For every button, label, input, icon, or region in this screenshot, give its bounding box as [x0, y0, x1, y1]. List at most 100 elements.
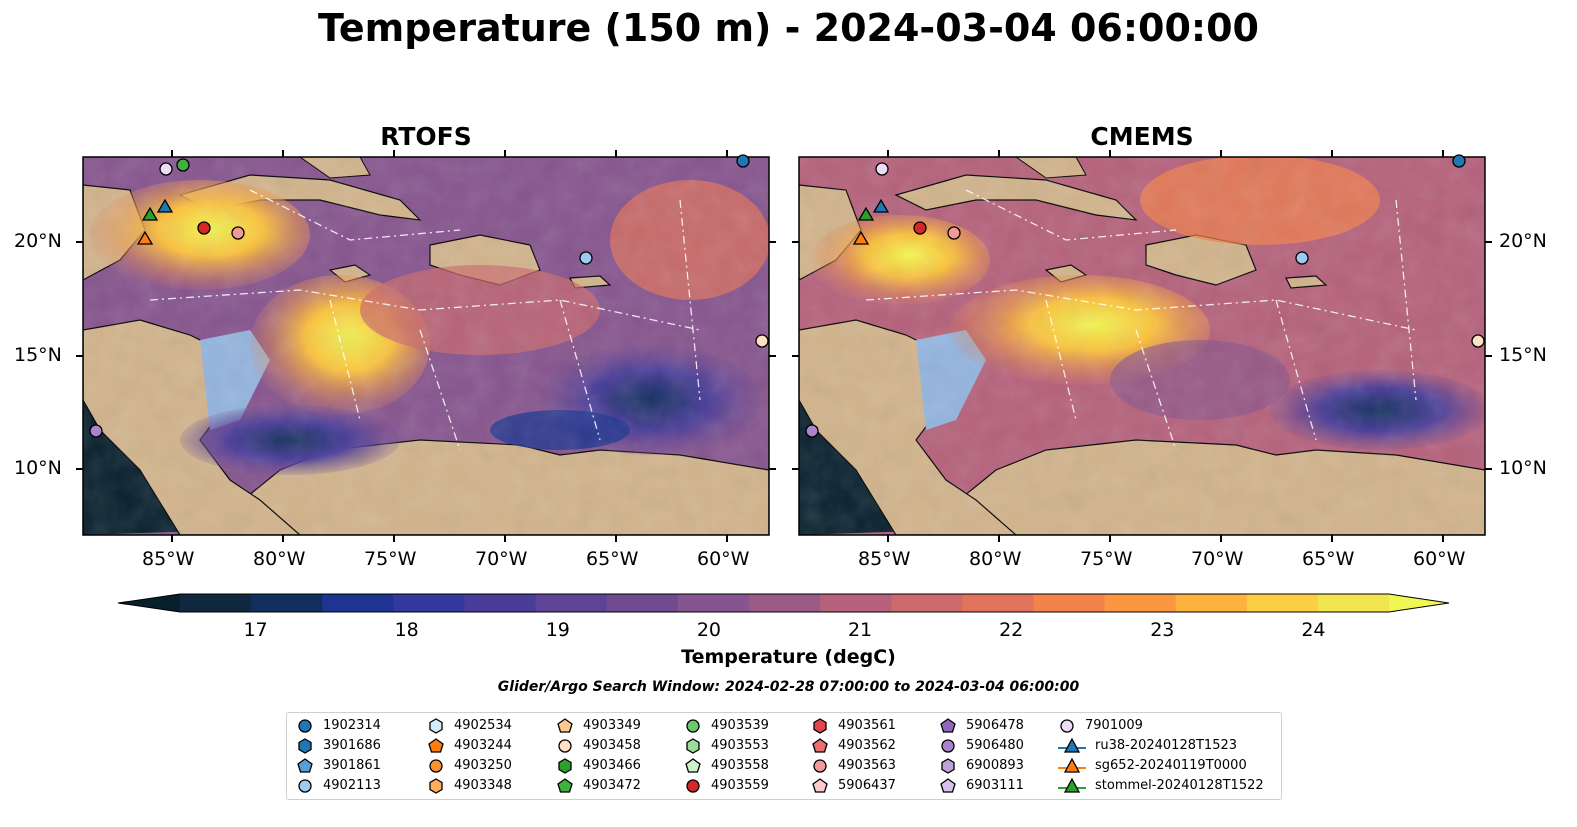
- ytick-right-b-0: 20°N: [1499, 230, 1547, 252]
- legend-label: 4903562: [838, 738, 896, 753]
- xtick-b-4: 65°W: [1302, 548, 1355, 570]
- colorbar-segment: [962, 594, 1034, 612]
- xtick-a-2: 75°W: [364, 548, 417, 570]
- xtick-b-3: 70°W: [1191, 548, 1244, 570]
- pentagon-marker-icon: [812, 778, 828, 793]
- map-cmems: [799, 157, 1485, 535]
- legend-label: 5906478: [966, 718, 1024, 733]
- colorbar-segment: [820, 594, 892, 612]
- colorbar-label: Temperature (degC): [681, 646, 896, 668]
- pentagon-marker-icon: [685, 758, 701, 773]
- legend: 1902314 3901686 3901861 4902113 4902534 49032…: [286, 712, 1282, 800]
- map-rtofs: [83, 157, 769, 535]
- legend-label: 4902113: [323, 778, 381, 793]
- legend-label: 4903563: [838, 758, 896, 773]
- circle-marker-icon: [941, 739, 955, 753]
- page-title: Temperature (150 m) - 2024-03-04 06:00:0…: [317, 6, 1259, 50]
- hexagon-marker-icon: [298, 738, 312, 754]
- xtick-a-4: 65°W: [586, 548, 639, 570]
- colorbar-tick-label: 17: [243, 619, 268, 641]
- colorbar-segment: [251, 594, 323, 612]
- colorbar-tick-label: 21: [847, 619, 873, 641]
- ytick-left-a-1: 15°N: [14, 344, 62, 366]
- colorbar-segment: [1104, 594, 1177, 612]
- legend-label: ru38-20240128T1523: [1095, 738, 1238, 753]
- circle-marker-icon: [298, 779, 312, 793]
- pentagon-marker-icon: [812, 738, 828, 753]
- colorbar-under-extension: [118, 594, 180, 612]
- circle-marker-icon: [686, 779, 700, 793]
- colorbar-over-extension: [1389, 594, 1449, 612]
- circle-marker-icon: [429, 759, 443, 773]
- hexagon-marker-icon: [813, 718, 827, 734]
- pentagon-marker-icon: [557, 718, 573, 733]
- colorbar-tick-label: 23: [1150, 619, 1175, 641]
- legend-label: 3901861: [323, 758, 381, 773]
- legend-label: 4903244: [454, 738, 512, 753]
- colorbar-segment: [535, 594, 608, 612]
- xtick-a-1: 80°W: [253, 548, 306, 570]
- pentagon-marker-icon: [940, 718, 956, 733]
- xtick-a-5: 60°W: [697, 548, 750, 570]
- triangle-line-marker-icon: [1058, 737, 1086, 753]
- triangle-line-marker-icon: [1058, 757, 1086, 773]
- colorbar-segment: [393, 594, 465, 612]
- pentagon-marker-icon: [297, 758, 313, 773]
- xtick-b-1: 80°W: [969, 548, 1022, 570]
- legend-label: 7901009: [1085, 718, 1143, 733]
- xtick-b-0: 85°W: [858, 548, 911, 570]
- legend-label: 4903466: [583, 758, 641, 773]
- legend-label: 4903559: [711, 778, 769, 793]
- xtick-b-5: 60°W: [1413, 548, 1466, 570]
- colorbar-tick-label: 18: [394, 619, 419, 641]
- triangle-line-marker-icon: [1058, 777, 1086, 793]
- map-figure: [76, 150, 1492, 542]
- legend-label: 4903561: [838, 718, 896, 733]
- legend-label: 6903111: [966, 778, 1024, 793]
- pentagon-marker-icon: [557, 778, 573, 793]
- legend-label: 4902534: [454, 718, 512, 733]
- pentagon-marker-icon: [940, 778, 956, 793]
- circle-marker-icon: [813, 759, 827, 773]
- legend-label: 5906437: [838, 778, 896, 793]
- xtick-a-0: 85°W: [142, 548, 195, 570]
- legend-label: 4903348: [454, 778, 512, 793]
- hexagon-marker-icon: [941, 758, 955, 774]
- ytick-right-b-2: 10°N: [1499, 457, 1547, 479]
- colorbar-segment: [322, 594, 394, 612]
- xtick-a-3: 70°W: [475, 548, 528, 570]
- colorbar-segment: [1246, 594, 1319, 612]
- legend-label: 4903558: [711, 758, 769, 773]
- colorbar-tick-label: 24: [1301, 619, 1326, 641]
- legend-label: 1902314: [323, 718, 381, 733]
- panel-title-cmems: CMEMS: [1090, 122, 1194, 151]
- colorbar-segment: [180, 594, 252, 612]
- ytick-left-a-0: 20°N: [14, 230, 62, 252]
- hexagon-marker-icon: [558, 758, 572, 774]
- legend-label: sg652-20240119T0000: [1095, 758, 1247, 773]
- colorbar-segment: [1033, 594, 1106, 612]
- colorbar-tick-label: 19: [545, 619, 570, 641]
- colorbar-outline: [117, 593, 1450, 613]
- search-window-text: Glider/Argo Search Window: 2024-02-28 07…: [497, 679, 1080, 695]
- legend-label: 6900893: [966, 758, 1024, 773]
- hexagon-marker-icon: [686, 738, 700, 754]
- colorbar-segment: [464, 594, 537, 612]
- legend-label: stommel-20240128T1522: [1095, 778, 1264, 793]
- legend-label: 5906480: [966, 738, 1024, 753]
- legend-label: 4903539: [711, 718, 769, 733]
- colorbar-segment: [748, 594, 821, 612]
- colorbar-segment: [1175, 594, 1248, 612]
- colorbar-segment: [677, 594, 750, 612]
- colorbar-segment: [1317, 594, 1390, 612]
- pentagon-marker-icon: [428, 738, 444, 753]
- hexagon-marker-icon: [429, 718, 443, 734]
- panel-title-rtofs: RTOFS: [380, 122, 472, 151]
- legend-label: 4903349: [583, 718, 641, 733]
- hexagon-marker-icon: [429, 778, 443, 794]
- ytick-right-b-1: 15°N: [1499, 344, 1547, 366]
- ytick-left-a-2: 10°N: [14, 457, 62, 479]
- float-markers: [89, 154, 1485, 438]
- legend-label: 4903458: [583, 738, 641, 753]
- colorbar: [117, 593, 1450, 613]
